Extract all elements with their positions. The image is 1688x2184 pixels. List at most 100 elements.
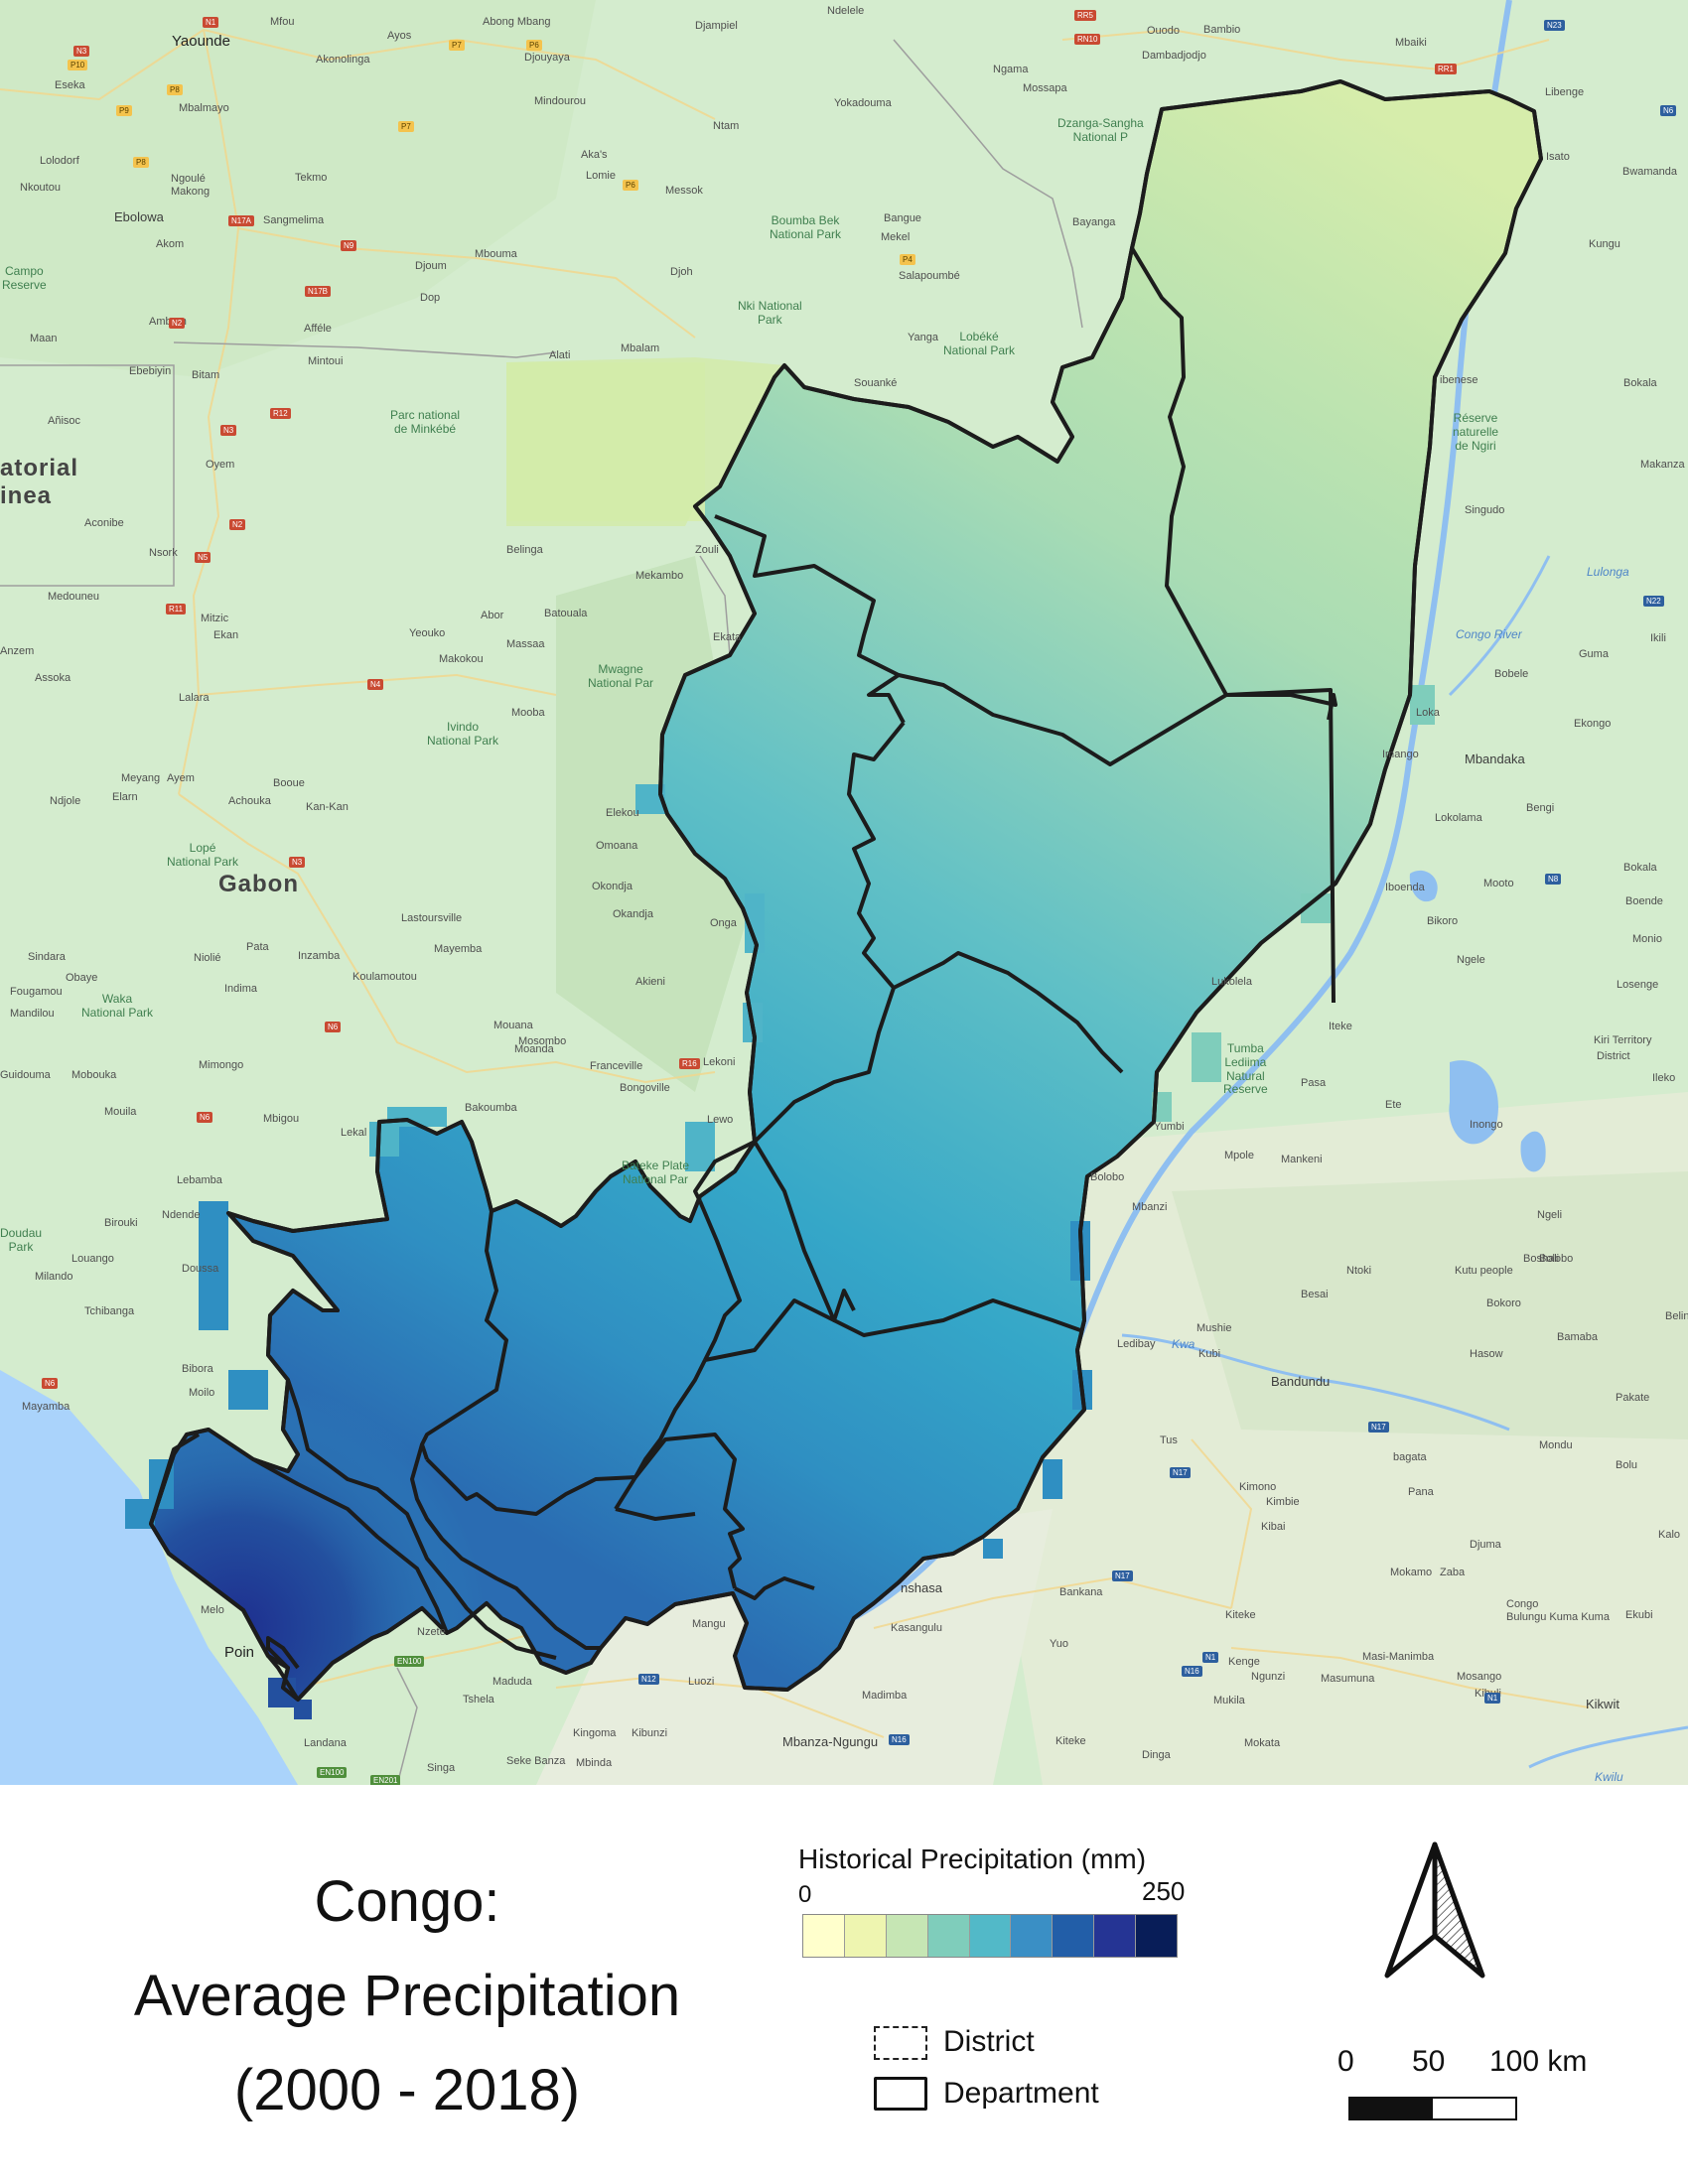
place-label-ikili: Ikili xyxy=(1650,632,1666,644)
place-label-belinga: Belinga xyxy=(506,544,543,556)
place-label-hasow: Hasow xyxy=(1470,1348,1503,1360)
place-label-imango: Imango xyxy=(1382,749,1419,760)
place-label-madiba: Maduda xyxy=(492,1676,532,1688)
road-shield-n17a: N17A xyxy=(228,215,255,226)
place-label-point: Poin xyxy=(224,1644,255,1661)
place-label-mouila: Mouila xyxy=(104,1106,137,1118)
place-label-mandilou: Mandilou xyxy=(10,1008,55,1020)
road-shield-n3b: N3 xyxy=(220,425,237,436)
place-label-pana: Pana xyxy=(1408,1486,1434,1498)
place-label-loka: Loka xyxy=(1416,707,1440,719)
place-label-mbalam: Mbalam xyxy=(621,342,660,354)
place-label-mbalmayo: Mbalmayo xyxy=(179,102,229,114)
place-label-boende: Boende xyxy=(1625,895,1663,907)
place-label-koulamoutou: Koulamoutou xyxy=(352,971,417,983)
map-panel[interactable]: Yaounde Mfou Abong Mbang Djampiel Ndelele Ouo… xyxy=(0,0,1688,1785)
place-label-bolu: Bolu xyxy=(1616,1459,1638,1471)
place-label-ngama: Ngama xyxy=(993,64,1029,75)
place-label-ekongo: Ekongo xyxy=(1574,718,1612,730)
place-label-mekel: Mekel xyxy=(881,231,911,243)
place-label-madimba: Madimba xyxy=(862,1690,908,1702)
place-label-bikoro: Bikoro xyxy=(1427,915,1459,927)
place-label-batouala: Batouala xyxy=(544,608,588,619)
road-shield-n8: N8 xyxy=(1545,874,1562,885)
place-label-kiri: Kiri Territory xyxy=(1594,1034,1652,1046)
place-label-akieni: Akieni xyxy=(635,976,665,988)
place-label-oyem: Oyem xyxy=(206,459,235,471)
road-shield-n23: N23 xyxy=(1544,20,1565,31)
place-label-ekata: Ekata xyxy=(713,631,742,643)
place-label-bandundu: Bandundu xyxy=(1271,1374,1331,1389)
place-label-salapoumbe: Salapoumbé xyxy=(899,270,960,282)
place-label-makanza: Makanza xyxy=(1640,459,1685,471)
place-label-pata: Pata xyxy=(246,941,269,953)
legend-ramp-step xyxy=(1136,1915,1178,1957)
place-label-massaa: Massaa xyxy=(506,638,545,650)
place-label-tekmo: Tekmo xyxy=(295,172,328,184)
place-label-kibunzi: Kibunzi xyxy=(632,1727,668,1739)
road-shield-r12: R12 xyxy=(270,408,291,419)
legend-ramp-step xyxy=(1094,1915,1137,1957)
place-label-bongoville: Bongoville xyxy=(620,1082,670,1094)
place-label-eseka: Eseka xyxy=(55,79,85,91)
place-label-fougamou: Fougamou xyxy=(10,986,63,998)
place-label-kimbie: Kimbie xyxy=(1266,1496,1300,1508)
road-shield-p7: P7 xyxy=(449,40,465,51)
place-label-meyang: Meyang xyxy=(121,772,161,784)
place-label-mayamba: Mayamba xyxy=(22,1401,70,1413)
place-label-mbigou: Mbigou xyxy=(263,1113,300,1125)
place-label-bobele: Bobele xyxy=(1494,668,1529,680)
place-label-kingoma: Kingoma xyxy=(573,1727,617,1739)
road-shield-n3: N3 xyxy=(73,46,90,57)
road-shield-p9: P9 xyxy=(116,105,132,116)
place-label-boumba: Boumba Bek National Park xyxy=(770,213,842,241)
road-shield-r16: R16 xyxy=(679,1058,700,1069)
place-label-besai: Besai xyxy=(1301,1289,1329,1300)
place-label-sangmelima: Sangmelima xyxy=(263,214,325,226)
place-label-mekambo: Mekambo xyxy=(635,570,684,582)
road-shield-n1: N1 xyxy=(203,17,219,28)
place-label-mbandaka: Mbandaka xyxy=(1465,751,1525,766)
title-line-1: Congo: xyxy=(314,1869,500,1934)
place-label-dzanga: Dzanga-Sangha National P xyxy=(1057,116,1144,144)
place-label-mbinda: Mbinda xyxy=(576,1757,613,1769)
place-label-masumuna: Masumuna xyxy=(1321,1673,1375,1685)
place-label-kikwit: Kikwit xyxy=(1586,1697,1619,1711)
place-label-lomie: Lomie xyxy=(586,170,616,182)
road-shield-rn10: RN10 xyxy=(1074,34,1101,45)
place-label-akas: Aka's xyxy=(581,149,608,161)
place-label-medouneu: Medouneu xyxy=(48,591,99,603)
place-label-bayanga: Bayanga xyxy=(1072,216,1116,228)
place-label-congo-kuma: Congo Bulungu Kuma Kuma xyxy=(1506,1598,1610,1623)
place-label-lobeke: Lobéké National Park xyxy=(943,330,1016,357)
place-label-kiteke: Kiteke xyxy=(1225,1609,1256,1621)
place-label-djoum: Djoum xyxy=(415,260,447,272)
place-label-bamaba: Bamaba xyxy=(1557,1331,1598,1343)
place-label-nkoutou: Nkoutou xyxy=(20,182,61,194)
road-shield-rr1: RR1 xyxy=(1435,64,1458,74)
place-label-tus: Tus xyxy=(1160,1434,1178,1446)
district-key-swatch xyxy=(874,2026,927,2060)
place-label-mbanza-ngungu: Mbanza-Ngungu xyxy=(782,1734,879,1749)
place-label-yumbi: Yumbi xyxy=(1154,1121,1185,1133)
place-label-djoh: Djoh xyxy=(670,266,693,278)
road-shield-n1b: N1 xyxy=(1202,1652,1219,1663)
place-label-yeouko: Yeouko xyxy=(409,627,446,639)
place-label-ntoki: Ntoki xyxy=(1346,1265,1372,1277)
place-label-mayemba: Mayemba xyxy=(434,943,483,955)
place-label-mooto: Mooto xyxy=(1483,878,1514,889)
legend-color-ramp xyxy=(802,1914,1178,1958)
place-label-bwamanda: Bwamanda xyxy=(1622,166,1678,178)
place-label-inzamba: Inzamba xyxy=(298,950,341,962)
place-label-ekubi: Ekubi xyxy=(1625,1609,1653,1621)
place-label-achouka: Achouka xyxy=(228,795,271,807)
place-label-iteke: Iteke xyxy=(1329,1021,1352,1032)
place-label-nguwi: Ngunzi xyxy=(1251,1671,1286,1683)
legend-ramp-step xyxy=(969,1915,1012,1957)
place-label-birouki: Birouki xyxy=(104,1217,138,1229)
place-label-mukila: Mukila xyxy=(1213,1695,1245,1706)
road-shield-n16: N16 xyxy=(1182,1666,1202,1677)
scale-label-100: 100 km xyxy=(1489,2045,1588,2078)
place-label-isato: Isato xyxy=(1546,151,1570,163)
place-label-messok: Messok xyxy=(665,185,703,197)
